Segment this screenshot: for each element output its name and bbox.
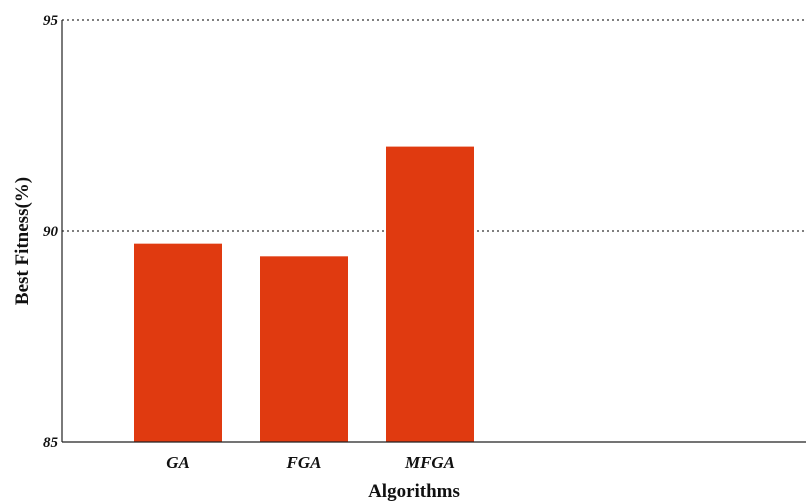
x-tick-label-ga: GA bbox=[166, 453, 190, 472]
y-tick-label-85: 85 bbox=[43, 435, 59, 451]
bar-ga bbox=[134, 243, 222, 442]
x-axis-title: Algorithms bbox=[368, 481, 460, 502]
y-axis-title: Best Fitness(%) bbox=[12, 177, 33, 305]
y-tick-labels: 85 90 95 bbox=[43, 13, 59, 451]
x-tick-labels: GA FGA MFGA bbox=[166, 453, 455, 472]
bar-mfga bbox=[386, 146, 474, 442]
bar-fga bbox=[260, 256, 348, 442]
x-tick-label-fga: FGA bbox=[286, 453, 322, 472]
bars bbox=[134, 146, 474, 442]
x-tick-label-mfga: MFGA bbox=[404, 453, 455, 472]
y-tick-label-95: 95 bbox=[43, 13, 59, 29]
y-tick-label-90: 90 bbox=[43, 224, 59, 240]
